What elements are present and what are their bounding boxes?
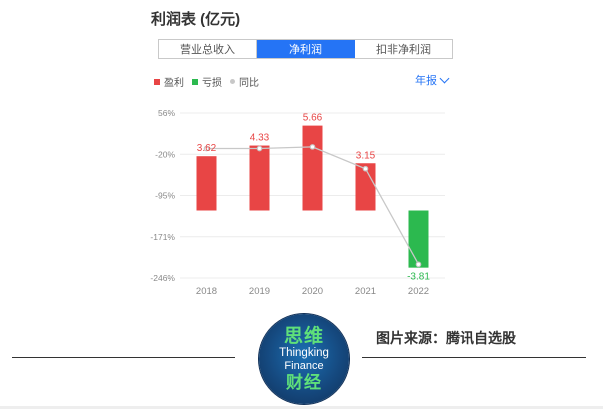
yoy-point-2019 (256, 145, 263, 152)
tab-net-profit[interactable]: 净利润 (257, 40, 355, 58)
footer-divider-left (12, 357, 235, 358)
data-label-2022: -3.81 (407, 272, 430, 283)
legend-yoy[interactable]: 同比 (230, 74, 259, 89)
image-source: 图片来源：腾讯自选股 (376, 330, 516, 346)
y-tick-label-3: -171% (150, 232, 175, 242)
bar-2018 (196, 156, 217, 211)
legend-loss-swatch (192, 78, 198, 85)
chart-title: 利润表 (亿元) (151, 11, 241, 28)
logo-text-en-top: Thingking (279, 347, 329, 360)
y-tick-label-0: 56% (158, 108, 175, 118)
bar-2019 (249, 145, 270, 211)
bottom-strip (0, 406, 603, 409)
x-tick-label-2022: 2022 (408, 286, 429, 297)
data-label-2020: 5.66 (303, 113, 323, 124)
legend-loss[interactable]: 亏损 (192, 74, 222, 89)
yoy-point-2022 (415, 261, 422, 268)
period-selector[interactable]: 年报 (415, 72, 450, 88)
chart-legend: 盈利 亏损 同比 (154, 74, 259, 89)
yoy-point-2020 (309, 144, 316, 150)
legend-yoy-label: 同比 (239, 78, 259, 89)
bar-2020 (302, 125, 323, 211)
legend-loss-label: 亏损 (202, 78, 222, 89)
metric-tabs: 营业总收入 净利润 扣非净利润 (158, 39, 453, 59)
bar-2022 (408, 210, 429, 268)
x-tick-label-2020: 2020 (302, 286, 323, 297)
tab-deducted-net-profit[interactable]: 扣非净利润 (355, 40, 452, 58)
x-tick-label-2021: 2021 (355, 286, 376, 297)
yoy-point-2018 (203, 145, 210, 152)
y-tick-label-2: -95% (155, 191, 175, 201)
footer-divider-right (362, 357, 586, 358)
legend-profit-label: 盈利 (164, 78, 184, 89)
legend-yoy-swatch (230, 79, 235, 84)
x-tick-label-2019: 2019 (249, 286, 270, 297)
logo-text-en-bottom: Finance (284, 359, 324, 372)
x-tick-label-2018: 2018 (196, 286, 217, 297)
legend-profit[interactable]: 盈利 (154, 74, 184, 89)
y-tick-label-4: -246% (150, 273, 175, 283)
data-label-2021: 3.15 (356, 150, 376, 161)
logo-text-cn-bottom: 财经 (286, 372, 322, 392)
brand-logo: 思维 Thingking Finance 财经 (259, 314, 349, 404)
data-label-2019: 4.33 (250, 133, 270, 144)
logo-text-cn-top: 思维 (283, 326, 324, 348)
data-label-2018: 3.62 (197, 143, 217, 154)
tab-revenue[interactable]: 营业总收入 (159, 40, 257, 58)
bar-2021 (355, 163, 376, 211)
y-tick-label-1: -20% (155, 149, 175, 159)
yoy-point-2021 (362, 165, 369, 172)
period-label: 年报 (415, 75, 437, 87)
legend-profit-swatch (154, 78, 160, 85)
